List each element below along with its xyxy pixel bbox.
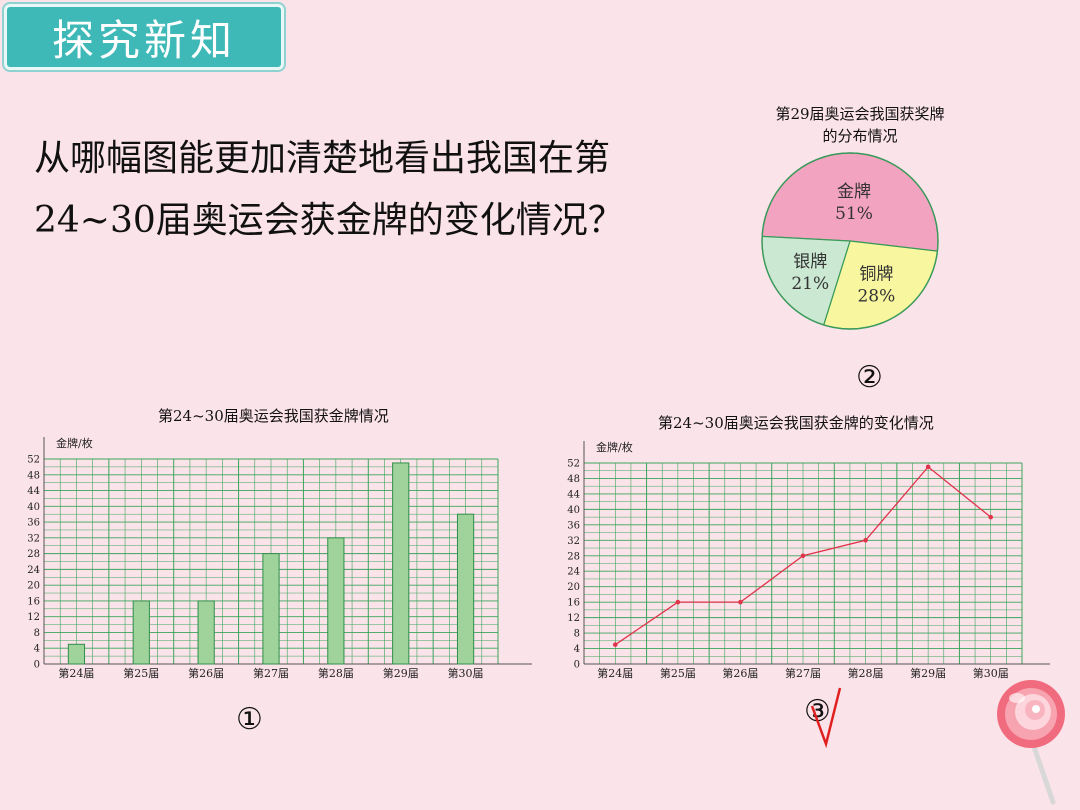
line-point-第28届 <box>863 538 868 543</box>
line-ytick-label: 20 <box>567 582 580 593</box>
pie-slice-金牌 <box>761 152 939 252</box>
line-xtick-label: 第28届 <box>848 666 884 680</box>
line-xtick-label: 第24届 <box>597 666 633 680</box>
pie-value-铜牌: 28% <box>857 286 895 306</box>
bar-ytick-label: 48 <box>27 470 40 481</box>
chart2-number: ② <box>856 360 883 395</box>
line-ytick-label: 40 <box>567 505 580 516</box>
line-xtick-label: 第27届 <box>785 666 821 680</box>
bar-chart-title: 第24~30届奥运会我国获金牌情况 <box>158 407 389 425</box>
line-xtick-label: 第30届 <box>973 666 1009 680</box>
line-ytick-label: 32 <box>567 536 580 547</box>
bar-xtick-label: 第24届 <box>58 666 94 680</box>
bar-ylabel: 金牌/枚 <box>56 436 93 450</box>
pie-label-铜牌: 铜牌 <box>859 264 893 284</box>
bar-第29届 <box>392 462 410 665</box>
bar-ytick-label: 0 <box>34 660 40 671</box>
bar-第28届 <box>327 537 345 665</box>
line-ytick-label: 52 <box>567 459 580 470</box>
bar-第25届 <box>132 600 150 665</box>
line-ytick-label: 48 <box>567 474 580 485</box>
pie-value-金牌: 51% <box>835 204 873 224</box>
bar-ytick-label: 32 <box>27 533 40 544</box>
line-ytick-label: 4 <box>574 644 580 655</box>
bar-xtick-label: 第28届 <box>318 666 354 680</box>
pie-value-银牌: 21% <box>791 274 829 294</box>
bar-ytick-label: 4 <box>34 644 40 655</box>
bar-xtick-label: 第29届 <box>383 666 419 680</box>
bar-xtick-label: 第26届 <box>188 666 224 680</box>
line-point-第30届 <box>988 514 994 520</box>
line-point-第26届 <box>738 599 743 605</box>
line-point-第24届 <box>612 642 618 647</box>
bar-ytick-label: 20 <box>27 581 40 592</box>
check-mark-icon <box>810 687 842 748</box>
line-point-第29届 <box>925 464 931 470</box>
bar-第26届 <box>197 600 215 665</box>
line-xtick-label: 第29届 <box>910 666 946 680</box>
line-xtick-label: 第26届 <box>722 666 758 680</box>
chart1-number: ① <box>236 702 263 737</box>
line-point-第27届 <box>800 553 806 559</box>
line-ytick-label: 36 <box>567 520 580 531</box>
bar-ytick-label: 8 <box>34 628 40 639</box>
bar-xtick-label: 第30届 <box>448 666 484 680</box>
pie-outline <box>761 152 939 330</box>
line-ytick-label: 16 <box>567 598 580 609</box>
bar-ytick-label: 44 <box>27 486 40 497</box>
section-title: 探究新知 <box>4 4 284 70</box>
pie-title: 第29届奥运会我国获奖牌的分布情况 <box>775 105 945 145</box>
bar-第30届 <box>456 513 475 665</box>
bar-ytick-label: 36 <box>27 518 40 529</box>
question-text: 从哪幅图能更加清楚地看出我国在第24~30届奥运会获金牌的变化情况？ <box>34 138 624 241</box>
bar-xtick-label: 第25届 <box>123 666 159 680</box>
pie-label-银牌: 银牌 <box>793 252 827 272</box>
bar-ytick-label: 12 <box>27 612 40 623</box>
bar-ytick-label: 28 <box>27 549 40 560</box>
line-ytick-label: 12 <box>567 613 580 624</box>
line-ytick-label: 0 <box>574 660 580 671</box>
bar-第27届 <box>262 553 280 665</box>
line-ytick-label: 28 <box>567 551 580 562</box>
bar-ytick-label: 24 <box>27 565 40 576</box>
line-chart-title: 第24~30届奥运会我国获金牌的变化情况 <box>658 414 934 432</box>
bar-xtick-label: 第27届 <box>253 666 289 680</box>
line-ytick-label: 44 <box>567 489 580 500</box>
line-ylabel: 金牌/枚 <box>596 440 633 454</box>
line-point-第25届 <box>675 599 681 605</box>
bar-ytick-label: 52 <box>27 455 40 466</box>
bar-ytick-label: 40 <box>27 502 40 513</box>
lollipop-icon <box>997 680 1065 805</box>
bar-第24届 <box>67 643 86 665</box>
bar-ytick-label: 16 <box>27 596 40 607</box>
line-ytick-label: 8 <box>574 629 580 640</box>
line-xtick-label: 第25届 <box>660 666 696 680</box>
line-ytick-label: 24 <box>567 567 580 578</box>
pie-label-金牌: 金牌 <box>837 182 871 202</box>
